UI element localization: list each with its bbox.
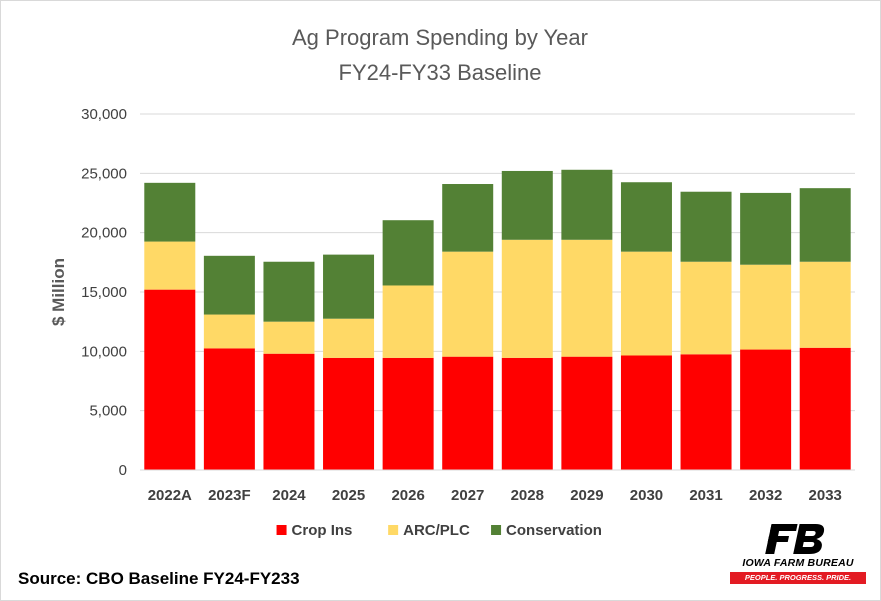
y-tick-label: 0 (119, 462, 127, 479)
bar-arc-plc-2025 (323, 318, 375, 358)
x-tick-label: 2022A (148, 487, 192, 504)
y-axis-label: $ Million (49, 258, 68, 326)
bar-crop-ins-2027 (442, 356, 494, 470)
bar-conservation-2026 (382, 220, 434, 286)
bar-arc-plc-2028 (501, 239, 553, 358)
bar-conservation-2030 (620, 182, 672, 252)
farm-bureau-fb-mark-icon (765, 524, 825, 554)
chart-title: Ag Program Spending by Year FY24-FY33 Ba… (292, 25, 588, 85)
y-tick-label: 10,000 (81, 343, 127, 360)
gridlines (140, 113, 855, 412)
bar-conservation-2031 (680, 191, 732, 262)
x-tick-label: 2024 (272, 487, 306, 504)
bar-crop-ins-2030 (620, 355, 672, 470)
bar-conservation-2028 (501, 170, 553, 240)
legend-label: Crop Ins (292, 522, 353, 539)
y-tick-label: 15,000 (81, 284, 127, 301)
bar-crop-ins-2031 (680, 354, 732, 470)
y-tick-label: 20,000 (81, 225, 127, 242)
bar-arc-plc-2022a (144, 241, 196, 290)
bar-arc-plc-2024 (263, 321, 315, 354)
legend: Crop Ins ARC/PLC Conservation (276, 522, 602, 539)
y-tick-label: 5,000 (89, 403, 127, 420)
iowa-farm-bureau-logo: IOWA FARM BUREAU PEOPLE. PROGRESS. PRIDE… (728, 522, 868, 586)
chart-title-line-1: Ag Program Spending by Year (292, 25, 588, 50)
bar-arc-plc-2031 (680, 261, 732, 355)
x-tick-label: 2025 (332, 487, 365, 504)
bar-conservation-2023f (203, 255, 255, 315)
x-tick-label: 2032 (749, 487, 782, 504)
bar-arc-plc-2029 (561, 239, 613, 357)
x-tick-label: 2030 (630, 487, 663, 504)
legend-swatch-crop-ins (276, 525, 287, 535)
bar-conservation-2033 (799, 188, 851, 262)
bar-arc-plc-2023f (203, 314, 255, 349)
legend-swatch-arc-plc (388, 525, 399, 535)
bars (144, 169, 851, 470)
bar-conservation-2027 (442, 184, 494, 252)
bar-crop-ins-2028 (501, 357, 553, 470)
source-note: Source: CBO Baseline FY24-FY233 (18, 569, 300, 588)
bar-arc-plc-2026 (382, 285, 434, 358)
legend-swatch-conservation (491, 525, 502, 535)
legend-label: Conservation (506, 522, 602, 539)
x-tick-label: 2031 (689, 487, 722, 504)
y-axis-ticks: 0 5,000 10,000 15,000 20,000 25,000 30,000 (81, 106, 127, 479)
bar-crop-ins-2025 (323, 357, 375, 470)
bar-crop-ins-2032 (740, 349, 792, 470)
chart-title-line-2: FY24-FY33 Baseline (339, 60, 542, 85)
bar-crop-ins-2022a (144, 289, 196, 470)
x-tick-label: 2026 (391, 487, 424, 504)
bar-crop-ins-2024 (263, 353, 315, 470)
bar-crop-ins-2029 (561, 356, 613, 470)
bar-conservation-2024 (263, 261, 315, 322)
bar-arc-plc-2027 (442, 251, 494, 357)
x-tick-label: 2023F (208, 487, 251, 504)
x-axis-categories: 2022A 2023F 2024 2025 2026 2027 2028 2029 2030 20… (148, 487, 842, 504)
bar-conservation-2032 (740, 192, 792, 265)
y-tick-label: 25,000 (81, 165, 127, 182)
bar-arc-plc-2030 (620, 251, 672, 356)
bar-conservation-2029 (561, 169, 613, 240)
bar-arc-plc-2032 (740, 264, 792, 350)
bar-conservation-2022a (144, 182, 196, 242)
bar-arc-plc-2033 (799, 261, 851, 348)
x-tick-label: 2027 (451, 487, 484, 504)
x-tick-label: 2029 (570, 487, 603, 504)
bar-crop-ins-2026 (382, 357, 434, 470)
logo-name-text: IOWA FARM BUREAU (742, 557, 854, 569)
bar-crop-ins-2023f (203, 348, 255, 470)
bar-crop-ins-2033 (799, 347, 851, 470)
y-tick-label: 30,000 (81, 106, 127, 123)
x-tick-label: 2028 (511, 487, 544, 504)
bar-conservation-2025 (323, 254, 375, 319)
legend-label: ARC/PLC (403, 522, 470, 539)
logo-tagline: PEOPLE. PROGRESS. PRIDE. (730, 572, 866, 584)
x-tick-label: 2033 (809, 487, 842, 504)
